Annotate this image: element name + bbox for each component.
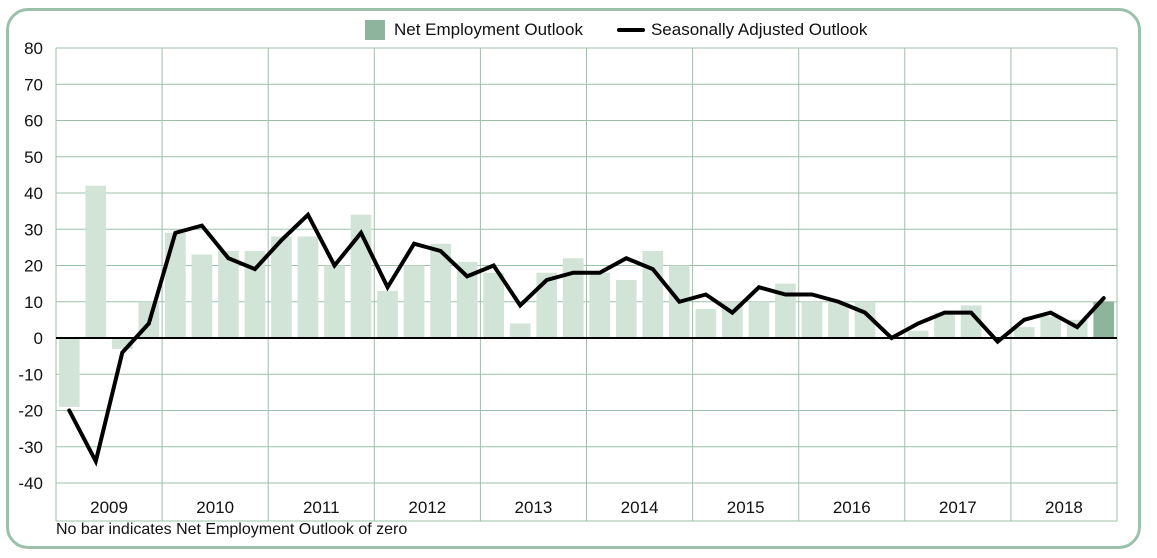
legend-line-swatch <box>616 28 645 32</box>
bar <box>111 338 133 349</box>
bar <box>1013 327 1035 338</box>
series-line-seasonal <box>67 211 1106 467</box>
bar <box>828 301 849 338</box>
bar <box>748 301 770 338</box>
bar <box>244 251 266 338</box>
legend: Net Employment Outlook Seasonally Adjust… <box>365 18 867 42</box>
bar <box>801 301 823 338</box>
legend-item-net-outlook: Net Employment Outlook <box>365 20 583 40</box>
bar <box>85 185 107 338</box>
y-tick-label: 0 <box>34 329 43 348</box>
year-label: 2017 <box>939 498 977 517</box>
y-tick-label: -40 <box>18 474 43 493</box>
chart-frame <box>6 8 1141 549</box>
bar <box>509 323 531 338</box>
y-tick-label: -20 <box>18 402 43 421</box>
bar <box>483 272 505 338</box>
bar <box>589 272 611 338</box>
bar <box>1040 316 1062 338</box>
bar <box>218 251 239 338</box>
year-label: 2016 <box>833 498 871 517</box>
bar <box>907 330 929 338</box>
bar <box>536 272 558 338</box>
footnote: No bar indicates Net Employment Outlook … <box>56 521 408 538</box>
y-tick-label: 70 <box>24 75 43 94</box>
bar <box>324 265 345 338</box>
bar <box>775 283 796 338</box>
y-tick-label: 30 <box>24 220 43 239</box>
y-tick-label: 50 <box>24 148 43 167</box>
year-label: 2015 <box>727 498 765 517</box>
y-tick-label: 10 <box>24 293 43 312</box>
bar <box>934 312 955 338</box>
legend-line-label: Seasonally Adjusted Outlook <box>650 20 868 39</box>
y-tick-label: -10 <box>18 365 43 384</box>
bar <box>191 254 213 338</box>
bar <box>58 338 80 407</box>
bar <box>562 258 584 338</box>
bar <box>377 290 398 338</box>
y-tick-label: 80 <box>24 39 43 58</box>
bar <box>297 236 319 338</box>
y-tick-label: 20 <box>24 257 43 276</box>
legend-bar-label: Net Employment Outlook <box>394 20 583 39</box>
year-label: 2013 <box>515 498 553 517</box>
year-label: 2011 <box>303 498 340 517</box>
y-tick-label: 60 <box>24 112 43 131</box>
bar <box>1093 301 1115 338</box>
y-tick-label: -30 <box>18 438 43 457</box>
year-label: 2012 <box>408 498 446 517</box>
year-label: 2010 <box>196 498 234 517</box>
legend-bar-swatch <box>365 20 385 40</box>
bar <box>165 232 186 338</box>
bar <box>615 280 637 338</box>
bar <box>430 243 451 338</box>
bar <box>456 261 478 338</box>
bar <box>695 309 717 338</box>
year-label: 2018 <box>1045 498 1083 517</box>
year-label: 2014 <box>621 498 659 517</box>
bar <box>271 236 292 338</box>
legend-item-seasonal-outlook: Seasonally Adjusted Outlook <box>583 20 867 40</box>
year-label: 2009 <box>90 498 128 517</box>
y-tick-label: 40 <box>24 184 43 203</box>
bar <box>403 265 425 338</box>
